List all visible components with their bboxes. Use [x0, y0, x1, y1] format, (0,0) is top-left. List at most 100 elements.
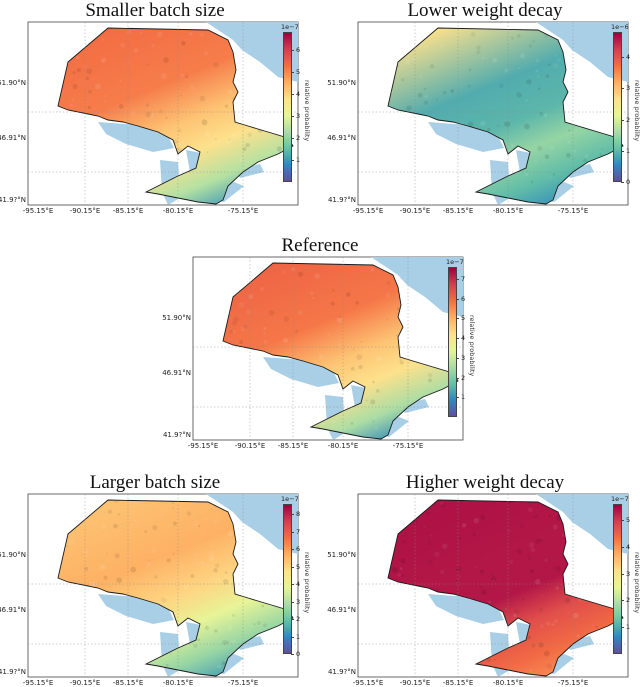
colorbar-tick-label: 2 [620, 596, 631, 605]
latitude-label: 41.9?°N [0, 668, 26, 676]
colorbar-scale-exponent: 1e−7 [281, 495, 299, 503]
colorbar [283, 32, 292, 182]
colorbar-scale-exponent: 1e−7 [611, 495, 629, 503]
hudson-bay [206, 494, 298, 554]
longitude-label: -95.15°E [22, 207, 54, 215]
longitude-label: -75.15°E [392, 442, 424, 450]
colorbar-tick-label: 1 [290, 632, 301, 641]
lake-ontario [234, 164, 264, 178]
colorbar-scale-exponent: 1e−7 [446, 258, 464, 266]
lake-superior [98, 122, 174, 152]
panel-title: Higher weight decay [405, 472, 565, 493]
colorbar-axis-label: relative probability [633, 552, 640, 614]
colorbar-tick-label: 0 [620, 178, 631, 186]
region-probability-surface [387, 27, 624, 205]
longitude-label: -95.15°E [22, 679, 54, 687]
colorbar-tick-label: 7 [290, 527, 301, 536]
colorbar-tick-label: 8 [290, 510, 301, 519]
latitude-label: 51.90°N [162, 314, 191, 322]
map-canvas [192, 256, 464, 441]
hudson-bay [536, 22, 628, 82]
colorbar-tick-label: 6 [455, 294, 466, 303]
map-canvas [27, 493, 299, 678]
longitude-label: -90.15°E [399, 207, 431, 215]
latitude-label: 41.9?°N [0, 196, 26, 204]
colorbar-tick-label: 7 [455, 274, 466, 283]
panel-title: Larger batch size [89, 472, 221, 493]
map-canvas [27, 21, 299, 206]
longitude-label: -75.15°E [557, 679, 589, 687]
colorbar-tick-label: 4 [290, 580, 301, 589]
colorbar [448, 267, 457, 417]
colorbar-tick-label: 4 [290, 89, 301, 98]
hudson-bay [536, 494, 628, 554]
panel-higher-weight-decay: Higher weight decay 51.90°N 46.91°N 41.9?°… [327, 472, 640, 687]
panel-smaller-batch-size: Smaller batch size 51.90°N 46.91°N 41.9?°N… [0, 0, 311, 215]
lake-superior [263, 357, 339, 387]
hudson-bay [206, 22, 298, 82]
longitude-label: -90.15°E [69, 207, 101, 215]
region-probability-surface [387, 499, 624, 677]
latitude-label: 51.90°N [0, 551, 26, 559]
longitude-label: -85.15°E [442, 679, 474, 687]
colorbar-tick-label: 6 [290, 45, 301, 54]
latitude-label: 41.9?°N [327, 668, 356, 676]
longitude-label: -85.15°E [277, 442, 309, 450]
colorbar-scale-exponent: 1e−7 [281, 23, 299, 31]
lake-ontario [399, 399, 429, 413]
latitude-label: 51.90°N [327, 551, 356, 559]
region-probability-surface [57, 27, 294, 205]
lake-ontario [234, 636, 264, 650]
longitude-label: -80.15°E [327, 442, 359, 450]
colorbar-tick-label: 3 [620, 569, 631, 578]
region-probability-surface [222, 262, 459, 440]
latitude-label: 41.9?°N [162, 431, 191, 439]
latitude-label: 46.91°N [327, 134, 356, 142]
colorbar-tick-label: 4 [620, 53, 631, 61]
colorbar-tick-label: 3 [455, 353, 466, 362]
longitude-label: -85.15°E [442, 207, 474, 215]
lake-superior [428, 594, 504, 624]
longitude-label: -75.15°E [557, 207, 589, 215]
longitude-label: -85.15°E [112, 207, 144, 215]
hudson-bay [371, 257, 463, 317]
colorbar-tick-label: 2 [290, 615, 301, 624]
colorbar-tick-label: 5 [290, 67, 301, 76]
colorbar-tick-label: 2 [455, 373, 466, 382]
lake-superior [428, 122, 504, 152]
map-canvas [357, 21, 629, 206]
colorbar [283, 504, 292, 654]
panel-larger-batch-size: Larger batch size 51.90°N 46.91°N 41.9?°N -… [0, 472, 311, 687]
colorbar-tick-label: 5 [620, 516, 631, 525]
colorbar-tick-label: 1 [620, 623, 631, 632]
longitude-label: -90.15°E [234, 442, 266, 450]
longitude-label: -90.15°E [69, 679, 101, 687]
colorbar-axis-label: relative probability [633, 80, 640, 142]
colorbar-tick-label: 3 [290, 111, 301, 120]
panel-title: Reference [281, 235, 359, 256]
colorbar-axis-label: relative probability [468, 315, 476, 377]
colorbar-tick-label: 5 [455, 314, 466, 323]
colorbar-tick-label: 4 [455, 334, 466, 343]
colorbar-tick-label: 4 [620, 542, 631, 551]
lake-ontario [564, 164, 594, 178]
panel-lower-weight-decay: Lower weight decay 51.90°N 46.91°N 41.9?°N… [327, 0, 640, 215]
colorbar-tick-label: 2 [620, 115, 631, 124]
longitude-label: -75.15°E [227, 679, 259, 687]
colorbar [613, 32, 622, 182]
latitude-label: 51.90°N [0, 79, 26, 87]
region-probability-surface [57, 499, 294, 677]
lake-ontario [564, 636, 594, 650]
latitude-label: 41.9?°N [327, 196, 356, 204]
colorbar-tick-label: 3 [620, 84, 631, 93]
longitude-label: -80.15°E [162, 207, 194, 215]
longitude-label: -95.15°E [352, 207, 384, 215]
longitude-label: -95.15°E [187, 442, 219, 450]
colorbar-tick-label: 1 [290, 155, 301, 164]
latitude-label: 46.91°N [327, 606, 356, 614]
colorbar-axis-label: relative probability [303, 80, 311, 142]
panel-title: Smaller batch size [85, 0, 225, 21]
lake-superior [98, 594, 174, 624]
colorbar-axis-label: relative probability [303, 552, 311, 614]
colorbar [613, 504, 622, 654]
